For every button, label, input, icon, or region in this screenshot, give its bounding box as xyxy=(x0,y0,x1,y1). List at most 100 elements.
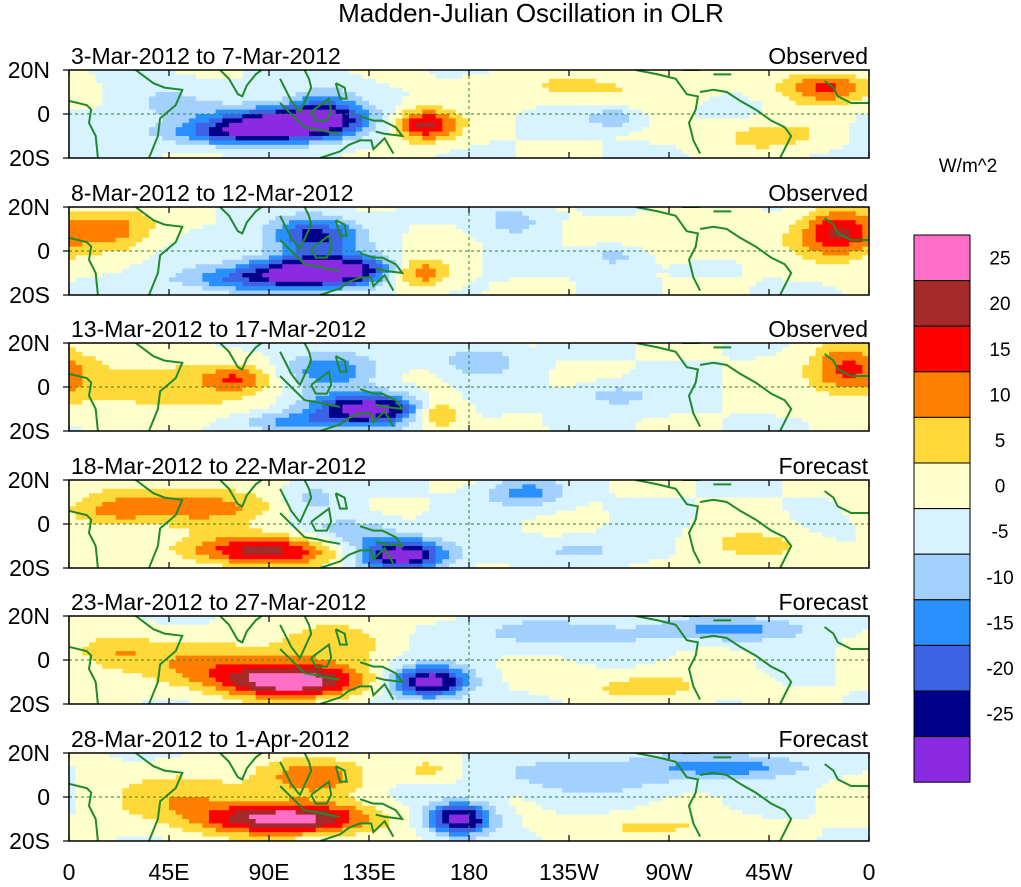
anomaly-cell xyxy=(582,74,590,80)
anomaly-cell xyxy=(69,246,77,252)
anomaly-cell xyxy=(189,153,197,158)
anomaly-cell xyxy=(469,233,477,239)
anomaly-cell xyxy=(389,105,397,111)
anomaly-cell xyxy=(709,78,717,84)
anomaly-cell xyxy=(809,273,817,278)
anomaly-cell xyxy=(715,237,723,243)
anomaly-cell xyxy=(722,277,730,283)
anomaly-cell xyxy=(695,220,703,226)
anomaly-cell xyxy=(202,118,210,124)
anomaly-cell xyxy=(182,87,190,93)
anomaly-cell xyxy=(462,286,470,292)
anomaly-cell xyxy=(615,224,623,230)
anomaly-cell xyxy=(469,127,477,133)
anomaly-cell xyxy=(255,78,263,84)
anomaly-cell xyxy=(229,251,237,256)
anomaly-cell xyxy=(675,144,683,150)
anomaly-cell xyxy=(829,229,837,234)
anomaly-cell xyxy=(82,105,90,111)
anomaly-cell xyxy=(262,144,270,150)
anomaly-cell xyxy=(675,286,683,292)
anomaly-cell xyxy=(335,100,343,106)
anomaly-cell xyxy=(409,290,417,295)
anomaly-cell xyxy=(749,281,757,287)
anomaly-cell xyxy=(375,215,383,221)
anomaly-cell xyxy=(582,207,590,212)
anomaly-cell xyxy=(835,268,843,274)
anomaly-cell xyxy=(369,74,377,80)
anomaly-cell xyxy=(662,114,670,119)
anomaly-cell xyxy=(475,281,483,287)
anomaly-cell xyxy=(782,255,790,261)
anomaly-cell xyxy=(69,70,77,75)
anomaly-cell xyxy=(495,255,503,261)
anomaly-cell xyxy=(302,242,310,248)
anomaly-cell xyxy=(249,343,257,348)
anomaly-cell xyxy=(535,277,543,283)
anomaly-cell xyxy=(682,118,690,124)
anomaly-cell xyxy=(455,122,463,128)
anomaly-cell xyxy=(862,140,869,146)
anomaly-cell xyxy=(715,207,723,212)
anomaly-cell xyxy=(215,118,223,124)
anomaly-cell xyxy=(362,237,370,243)
anomaly-cell xyxy=(302,136,310,141)
anomaly-cell xyxy=(169,233,177,239)
anomaly-cell xyxy=(189,74,197,80)
anomaly-cell xyxy=(415,207,423,212)
anomaly-cell xyxy=(155,343,163,348)
anomaly-cell xyxy=(722,105,730,111)
anomaly-cell xyxy=(262,118,270,124)
anomaly-cell xyxy=(335,118,343,124)
anomaly-cell xyxy=(169,74,177,80)
anomaly-cell xyxy=(169,268,177,274)
anomaly-cell xyxy=(595,268,603,274)
anomaly-cell xyxy=(602,290,610,295)
anomaly-cell xyxy=(175,264,183,270)
anomaly-cell xyxy=(835,87,843,93)
anomaly-cell xyxy=(429,118,437,124)
anomaly-cell xyxy=(769,233,777,239)
anomaly-cell xyxy=(255,114,263,119)
anomaly-cell xyxy=(382,211,390,217)
anomaly-cell xyxy=(235,242,243,248)
anomaly-cell xyxy=(422,118,430,124)
anomaly-cell xyxy=(509,220,517,226)
anomaly-cell xyxy=(382,149,390,155)
anomaly-cell xyxy=(295,122,303,128)
anomaly-cell xyxy=(449,153,457,158)
anomaly-cell xyxy=(662,144,670,150)
anomaly-cell xyxy=(569,118,577,124)
anomaly-cell xyxy=(535,136,543,141)
anomaly-cell xyxy=(75,92,83,97)
anomaly-cell xyxy=(622,149,630,155)
anomaly-cell xyxy=(329,83,337,89)
anomaly-cell xyxy=(689,233,697,239)
anomaly-cell xyxy=(89,255,97,261)
anomaly-cell xyxy=(382,207,390,212)
anomaly-cell xyxy=(655,92,663,97)
anomaly-cell xyxy=(449,211,457,217)
anomaly-cell xyxy=(115,109,123,115)
anomaly-cell xyxy=(509,114,517,119)
anomaly-cell xyxy=(102,211,110,217)
anomaly-cell xyxy=(769,251,777,256)
anomaly-cell xyxy=(649,131,657,137)
anomaly-cell xyxy=(629,286,637,292)
anomaly-cell xyxy=(355,277,363,283)
anomaly-cell xyxy=(329,122,337,128)
anomaly-cell xyxy=(602,131,610,137)
anomaly-cell xyxy=(102,215,110,221)
anomaly-cell xyxy=(469,100,477,106)
anomaly-cell xyxy=(629,255,637,261)
anomaly-cell xyxy=(695,118,703,124)
anomaly-cell xyxy=(135,233,143,239)
anomaly-cell xyxy=(589,251,597,256)
anomaly-cell xyxy=(169,87,177,93)
anomaly-cell xyxy=(549,136,557,141)
anomaly-cell xyxy=(369,224,377,230)
anomaly-cell xyxy=(662,273,670,278)
anomaly-cell xyxy=(409,92,417,97)
anomaly-cell xyxy=(115,242,123,248)
anomaly-cell xyxy=(242,242,250,248)
